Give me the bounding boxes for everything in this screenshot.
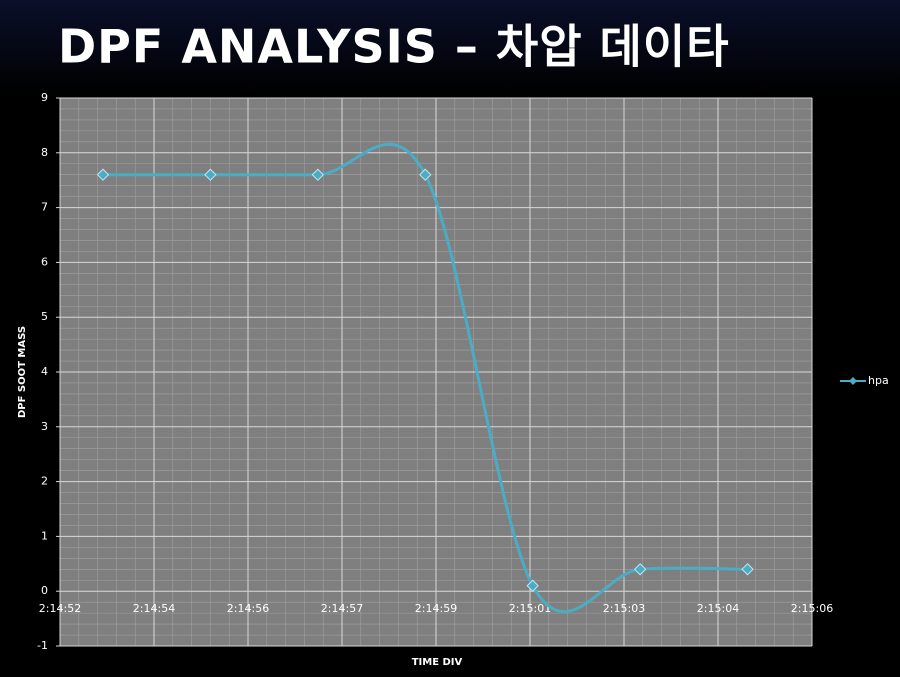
y-tick-label: 8	[41, 146, 48, 159]
y-tick-label: 1	[41, 529, 48, 542]
x-tick-label: 2:14:56	[227, 602, 269, 615]
data-point	[419, 168, 432, 181]
series-line	[102, 142, 748, 614]
data-point	[204, 168, 217, 181]
y-tick-label: 0	[41, 584, 48, 597]
x-tick-label: 2:14:59	[415, 602, 457, 615]
data-point	[96, 168, 110, 181]
y-tick-label: 9	[41, 91, 48, 104]
y-tick-label: 2	[41, 475, 48, 488]
x-tick-label: 2:15:04	[697, 602, 739, 615]
x-tick-label: 2:15:06	[791, 602, 833, 615]
legend-label: hpa	[868, 374, 889, 387]
y-tick-label: 7	[41, 201, 48, 214]
y-axis-label: DPF SOOT MASS	[17, 326, 28, 418]
data-point	[633, 563, 647, 576]
data-point	[311, 168, 325, 181]
x-tick-label: 2:14:57	[321, 602, 363, 615]
x-axis-label: TIME DIV	[412, 657, 463, 668]
data-point	[526, 579, 539, 592]
legend-marker	[849, 377, 857, 385]
x-tick-label: 2:15:03	[603, 602, 645, 615]
y-tick-label: 3	[41, 420, 48, 433]
x-tick-label: 2:14:54	[133, 602, 175, 615]
x-tick-label: 2:15:01	[509, 602, 551, 615]
x-tick-label: 2:14:52	[39, 602, 81, 615]
y-tick-label: 5	[41, 310, 48, 323]
chart-title: DPF ANALYSIS – 차압 데이타	[58, 20, 730, 74]
title-bar	[0, 0, 900, 95]
data-point	[741, 563, 754, 576]
y-tick-label: 6	[41, 255, 48, 268]
y-tick-label: -1	[37, 639, 48, 652]
y-tick-label: 4	[41, 365, 48, 378]
